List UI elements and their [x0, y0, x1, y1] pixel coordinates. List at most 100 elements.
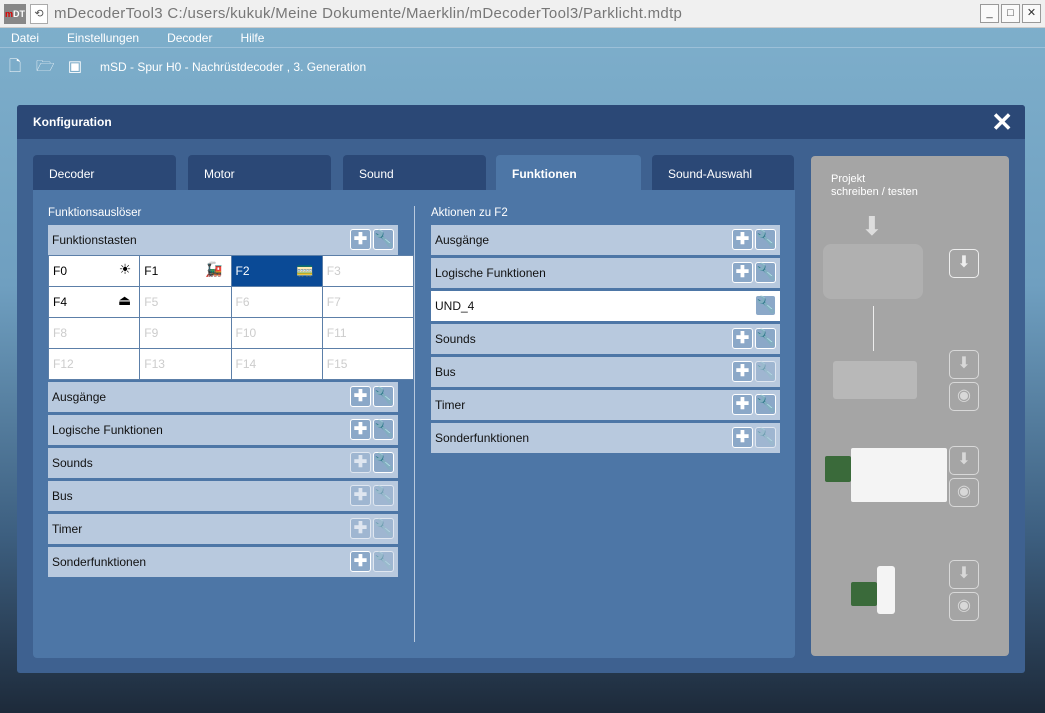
- function-key-grid: F0 ☀ F1 🚂 F2 🚃 F3 F4 ⏏ F5 F6 F7 F8 F9 F10 F11 F12 F13 F14 F…: [48, 255, 414, 380]
- project-write-test-panel: Projekt schreiben / testen ⬇ ⬇ ⬇ ◉ ⬇ ◉ ⬇ …: [811, 156, 1009, 656]
- tab-sound[interactable]: Sound: [343, 155, 486, 190]
- add-button[interactable]: ✚: [350, 419, 371, 440]
- function-key-f3[interactable]: F3: [322, 256, 413, 286]
- wrench-icon[interactable]: 🔧: [373, 551, 394, 572]
- light-icon: ☀: [118, 261, 132, 277]
- funktionstasten-header: Funktionstasten ✚ 🔧: [48, 225, 398, 255]
- row-label: Funktionstasten: [52, 233, 137, 247]
- add-button[interactable]: ✚: [350, 452, 371, 473]
- download-button[interactable]: ⬇: [949, 560, 979, 589]
- wrench-icon[interactable]: 🔧: [755, 229, 776, 250]
- wrench-icon[interactable]: 🔧: [755, 295, 776, 316]
- wrench-icon[interactable]: 🔧: [373, 485, 394, 506]
- action-row[interactable]: Sonderfunktionen ✚ 🔧: [431, 423, 780, 453]
- wrench-icon[interactable]: 🔧: [755, 262, 776, 283]
- add-button[interactable]: ✚: [732, 427, 753, 448]
- add-button[interactable]: ✚: [350, 229, 371, 250]
- function-key-f8[interactable]: F8: [49, 318, 140, 348]
- add-button[interactable]: ✚: [732, 361, 753, 382]
- action-row[interactable]: Ausgänge ✚ 🔧: [431, 225, 780, 255]
- key-label: F0: [53, 264, 68, 278]
- wrench-icon[interactable]: 🔧: [755, 394, 776, 415]
- wrench-icon[interactable]: 🔧: [373, 518, 394, 539]
- menu-einstellungen[interactable]: Einstellungen: [67, 31, 140, 45]
- add-button[interactable]: ✚: [732, 394, 753, 415]
- trigger-row[interactable]: Ausgänge ✚ 🔧: [48, 382, 398, 412]
- minimize-button[interactable]: _: [980, 4, 999, 23]
- download-button[interactable]: ⬇: [949, 446, 979, 475]
- function-key-f14[interactable]: F14: [231, 349, 322, 379]
- eye-button[interactable]: ◉: [949, 592, 979, 621]
- action-item[interactable]: UND_4 🔧: [431, 291, 780, 321]
- title-bar: m DT ⟲ mDecoderTool3 C:/users/kukuk/Meine…: [0, 0, 1045, 28]
- eye-button[interactable]: ◉: [949, 382, 979, 411]
- function-key-f2[interactable]: F2 🚃: [231, 256, 322, 286]
- menu-datei[interactable]: Datei: [11, 31, 40, 45]
- add-button[interactable]: ✚: [350, 485, 371, 506]
- trigger-row[interactable]: Timer ✚ 🔧: [48, 514, 398, 544]
- function-key-f7[interactable]: F7: [322, 287, 413, 317]
- tab-decoder[interactable]: Decoder: [33, 155, 176, 190]
- programmer-image: [851, 448, 947, 502]
- wrench-icon[interactable]: 🔧: [373, 386, 394, 407]
- wrench-icon[interactable]: 🔧: [755, 328, 776, 349]
- close-window-button[interactable]: ✕: [1022, 4, 1041, 23]
- tab-sound-auswahl[interactable]: Sound-Auswahl: [652, 155, 794, 190]
- menu-hilfe[interactable]: Hilfe: [240, 31, 265, 45]
- function-key-f12[interactable]: F12: [49, 349, 140, 379]
- usb-stick-image: [877, 566, 895, 614]
- wrench-icon[interactable]: 🔧: [373, 419, 394, 440]
- function-key-f0[interactable]: F0 ☀: [49, 256, 140, 286]
- function-key-f10[interactable]: F10: [231, 318, 322, 348]
- dialog-title: Konfiguration: [17, 105, 1025, 139]
- function-key-f13[interactable]: F13: [140, 349, 231, 379]
- save-icon[interactable]: ▣: [67, 58, 83, 75]
- add-button[interactable]: ✚: [732, 328, 753, 349]
- eye-button[interactable]: ◉: [949, 478, 979, 507]
- open-folder-icon[interactable]: 🗁: [36, 58, 55, 75]
- function-key-f15[interactable]: F15: [322, 349, 413, 379]
- action-row[interactable]: Sounds ✚ 🔧: [431, 324, 780, 354]
- trigger-row[interactable]: Bus ✚ 🔧: [48, 481, 398, 511]
- row-label: Sonderfunktionen: [52, 555, 147, 569]
- add-button[interactable]: ✚: [732, 262, 753, 283]
- maximize-button[interactable]: □: [1001, 4, 1020, 23]
- window-title: mDecoderTool3 C:/users/kukuk/Meine Dokum…: [54, 5, 683, 22]
- function-key-f6[interactable]: F6: [231, 287, 322, 317]
- close-icon[interactable]: ✕: [991, 107, 1013, 137]
- download-button[interactable]: ⬇: [949, 249, 979, 278]
- restore-icon[interactable]: ⟲: [30, 3, 48, 24]
- new-file-icon[interactable]: 🗋: [8, 58, 22, 75]
- tab-motor[interactable]: Motor: [188, 155, 331, 190]
- function-key-f9[interactable]: F9: [140, 318, 231, 348]
- action-row[interactable]: Logische Funktionen ✚ 🔧: [431, 258, 780, 288]
- wrench-icon[interactable]: 🔧: [755, 427, 776, 448]
- trigger-row[interactable]: Sonderfunktionen ✚ 🔧: [48, 547, 398, 577]
- function-key-f5[interactable]: F5: [140, 287, 231, 317]
- row-label: Bus: [435, 365, 456, 379]
- decoder-image: [825, 456, 851, 482]
- wrench-icon[interactable]: 🔧: [755, 361, 776, 382]
- function-key-f1[interactable]: F1 🚂: [140, 256, 231, 286]
- menu-decoder[interactable]: Decoder: [167, 31, 213, 45]
- tab-funktionen[interactable]: Funktionen: [496, 155, 641, 191]
- row-label: Timer: [52, 522, 83, 536]
- wrench-icon[interactable]: 🔧: [373, 452, 394, 473]
- row-label: Ausgänge: [52, 390, 107, 404]
- row-label: Sounds: [435, 332, 476, 346]
- action-row[interactable]: Bus ✚ 🔧: [431, 357, 780, 387]
- add-button[interactable]: ✚: [732, 229, 753, 250]
- trigger-row[interactable]: Sounds ✚ 🔧: [48, 448, 398, 478]
- add-button[interactable]: ✚: [350, 386, 371, 407]
- function-key-f11[interactable]: F11: [322, 318, 413, 348]
- function-key-f4[interactable]: F4 ⏏: [49, 287, 140, 317]
- central-station-image: [823, 244, 923, 299]
- add-button[interactable]: ✚: [350, 518, 371, 539]
- wrench-icon[interactable]: 🔧: [373, 229, 394, 250]
- download-button[interactable]: ⬇: [949, 350, 979, 379]
- key-label: F7: [326, 295, 341, 309]
- key-label: F11: [326, 326, 347, 340]
- action-row[interactable]: Timer ✚ 🔧: [431, 390, 780, 420]
- trigger-row[interactable]: Logische Funktionen ✚ 🔧: [48, 415, 398, 445]
- add-button[interactable]: ✚: [350, 551, 371, 572]
